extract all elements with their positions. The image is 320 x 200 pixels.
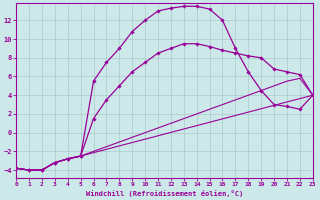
X-axis label: Windchill (Refroidissement éolien,°C): Windchill (Refroidissement éolien,°C) <box>86 190 243 197</box>
